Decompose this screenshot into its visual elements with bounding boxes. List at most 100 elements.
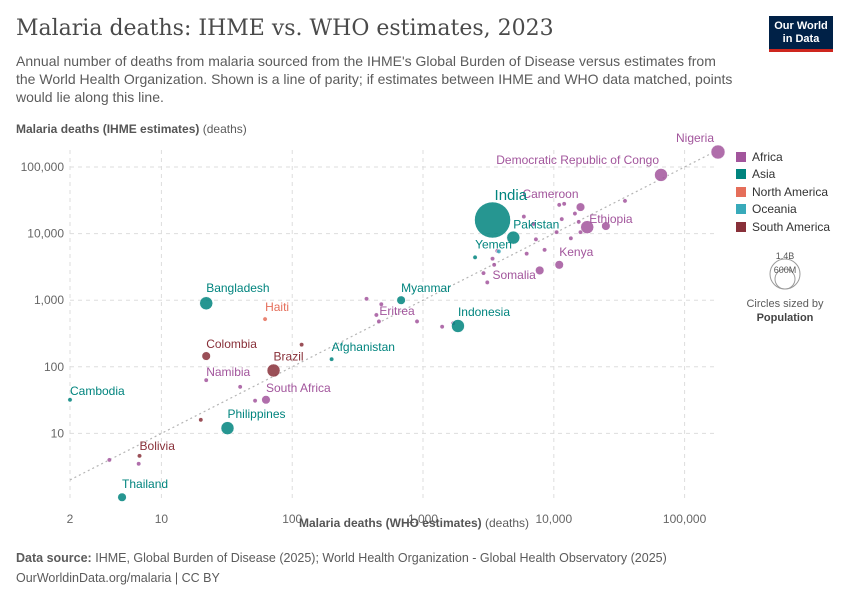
data-point-cameroon[interactable] <box>575 202 586 212</box>
data-label: Thailand <box>122 477 168 491</box>
data-point[interactable] <box>252 398 258 404</box>
data-point[interactable] <box>378 301 384 307</box>
legend-item-south-america[interactable]: South America <box>736 218 830 236</box>
legend-swatch <box>736 151 746 162</box>
data-point[interactable] <box>524 251 530 257</box>
data-point[interactable] <box>521 214 527 220</box>
legend-item-asia[interactable]: Asia <box>736 166 830 184</box>
source-line: Data source: IHME, Global Burden of Dise… <box>16 548 667 568</box>
data-point-colombia[interactable] <box>201 351 211 361</box>
legend-item-oceania[interactable]: Oceania <box>736 201 830 219</box>
data-point[interactable] <box>561 201 567 207</box>
size-legend-caption-prefix: Circles sized by <box>746 298 824 310</box>
data-point[interactable] <box>568 235 574 241</box>
y-axis-label: Malaria deaths (IHME estimates) <box>16 122 199 136</box>
data-point-yemen[interactable] <box>472 254 478 260</box>
y-axis-unit: (deaths) <box>199 122 246 136</box>
data-point-india[interactable] <box>474 201 511 239</box>
data-label: Haiti <box>265 300 289 314</box>
data-point-nigeria[interactable] <box>710 144 726 160</box>
data-label: Cambodia <box>70 384 125 398</box>
source-label: Data source: <box>16 551 92 565</box>
x-axis-unit: (deaths) <box>482 516 529 530</box>
legend-label: Africa <box>752 149 783 164</box>
data-point-democratic-republic-of-congo[interactable] <box>654 168 668 182</box>
data-point-pakistan[interactable] <box>506 230 521 245</box>
data-point[interactable] <box>496 248 502 254</box>
data-label: Cameroon <box>522 187 578 201</box>
data-point-ethiopia[interactable] <box>580 220 594 234</box>
data-point-bangladesh[interactable] <box>199 296 213 310</box>
data-point[interactable] <box>531 221 537 227</box>
legend-swatch <box>736 204 746 215</box>
source-text: IHME, Global Burden of Disease (2025); W… <box>95 551 667 565</box>
data-point[interactable] <box>576 219 582 225</box>
x-tick-label: 1,000 <box>408 512 438 526</box>
data-point[interactable] <box>535 265 545 275</box>
data-label: Eritrea <box>379 304 415 318</box>
y-tick-label: 10,000 <box>27 227 64 241</box>
y-tick-label: 10 <box>51 426 65 440</box>
data-point[interactable] <box>491 262 497 268</box>
x-tick-label: 100 <box>282 512 302 526</box>
data-point[interactable] <box>622 198 628 204</box>
source-url[interactable]: OurWorldinData.org/malaria | CC BY <box>16 571 220 585</box>
data-point-bolivia[interactable] <box>137 453 142 459</box>
data-point[interactable] <box>572 211 578 217</box>
data-point[interactable] <box>559 216 565 222</box>
data-point[interactable] <box>237 384 243 390</box>
data-label: Myanmar <box>401 281 451 295</box>
data-point[interactable] <box>554 229 560 235</box>
size-legend-large-label: 1.4B <box>776 251 795 261</box>
data-point[interactable] <box>439 324 445 330</box>
data-point[interactable] <box>578 229 583 235</box>
data-point[interactable] <box>414 318 420 324</box>
data-point[interactable] <box>484 279 490 285</box>
data-point-brazil[interactable] <box>266 363 281 378</box>
data-point[interactable] <box>299 342 305 348</box>
data-label: South Africa <box>266 381 331 395</box>
legend-item-north-america[interactable]: North America <box>736 183 830 201</box>
data-point[interactable] <box>533 236 539 242</box>
data-point-thailand[interactable] <box>117 492 127 502</box>
data-point[interactable] <box>198 417 204 423</box>
data-point[interactable] <box>136 461 142 467</box>
data-label: Bolivia <box>140 439 176 453</box>
data-point-south-africa[interactable] <box>261 395 271 405</box>
data-point[interactable] <box>106 457 112 463</box>
logo-line-1: Our World <box>774 20 828 32</box>
size-legend-small-circle <box>774 268 796 290</box>
data-label: Afghanistan <box>332 340 395 354</box>
data-label: Yemen <box>475 237 512 251</box>
data-point-kenya[interactable] <box>554 260 564 270</box>
x-tick-label: 2 <box>67 512 74 526</box>
data-point[interactable] <box>542 247 548 253</box>
legend-item-africa[interactable]: Africa <box>736 148 830 166</box>
data-point[interactable] <box>601 221 611 231</box>
data-point-philippines[interactable] <box>220 421 235 435</box>
owid-logo[interactable]: Our World in Data <box>769 16 833 52</box>
chart-subtitle: Annual number of deaths from malaria sou… <box>16 53 733 105</box>
data-label: Kenya <box>559 245 593 259</box>
data-point-haiti[interactable] <box>262 316 268 322</box>
data-point-somalia[interactable] <box>481 270 486 276</box>
data-point-myanmar[interactable] <box>396 295 406 305</box>
data-point[interactable] <box>556 202 562 208</box>
data-point-indonesia[interactable] <box>451 319 465 333</box>
color-legend: Africa Asia North America Oceania South Amer… <box>736 148 830 236</box>
logo-line-2: in Data <box>782 33 820 45</box>
data-point-namibia[interactable] <box>203 377 209 383</box>
data-point-afghanistan[interactable] <box>329 356 335 362</box>
data-label: Namibia <box>206 365 250 379</box>
data-point-eritrea[interactable] <box>373 312 379 318</box>
scatter-chart: Malaria deaths (IHME estimates) (deaths)… <box>16 122 726 530</box>
data-point[interactable] <box>364 296 369 302</box>
data-point[interactable] <box>490 256 495 262</box>
data-point-cambodia[interactable] <box>67 397 73 403</box>
size-legend-small-label: 600M <box>774 265 797 275</box>
legend-label: Oceania <box>752 202 797 217</box>
y-axis-title: Malaria deaths (IHME estimates) (deaths) <box>16 122 247 136</box>
data-point[interactable] <box>376 318 382 324</box>
legend-swatch <box>736 169 746 180</box>
legend-label: Asia <box>752 167 776 182</box>
